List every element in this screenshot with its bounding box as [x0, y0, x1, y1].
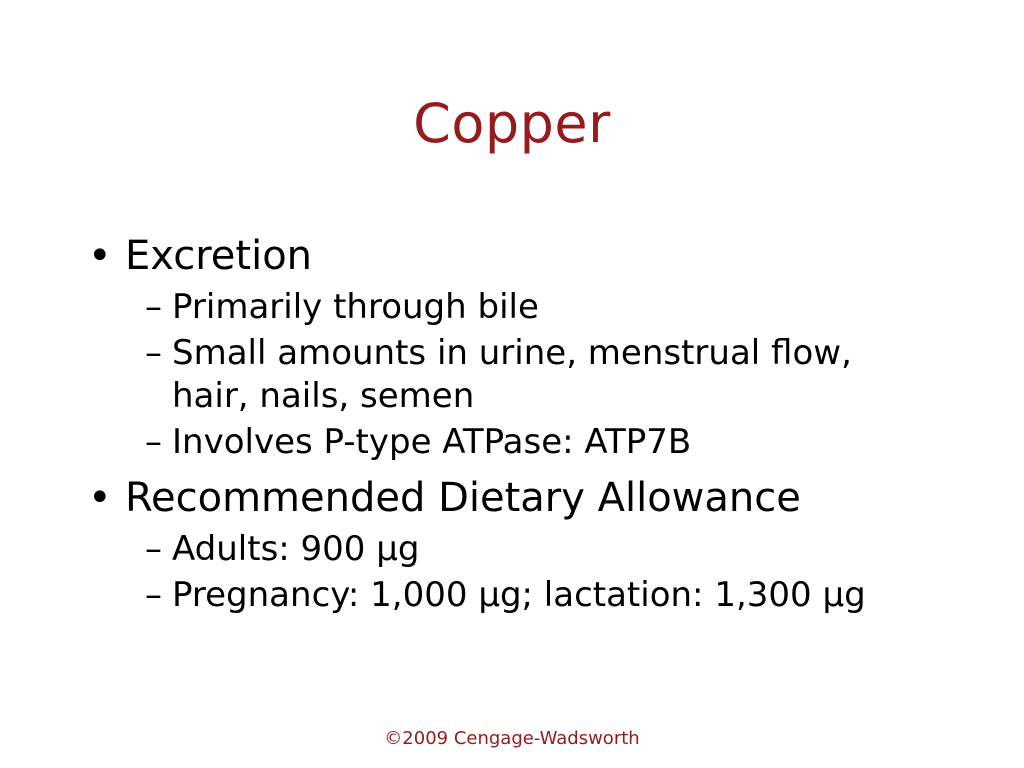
bullet-dot-icon: •: [88, 233, 112, 279]
sub-bullet-item: – Pregnancy: 1,000 µg; lactation: 1,300 …: [145, 574, 958, 617]
bullet-dot-icon: •: [88, 475, 112, 521]
sub-bullet-text: Primarily through bile: [172, 287, 539, 327]
dash-marker-icon: –: [145, 529, 162, 569]
dash-marker-icon: –: [145, 333, 162, 373]
bullet-text: Excretion: [125, 233, 313, 279]
bullet-text: Recommended Dietary Allowance: [125, 475, 801, 521]
dash-marker-icon: –: [145, 575, 162, 615]
sub-bullet-item: – Primarily through bile: [145, 286, 958, 329]
dash-marker-icon: –: [145, 422, 162, 462]
slide-title: Copper: [413, 92, 611, 155]
sub-bullet-item: – Adults: 900 µg: [145, 528, 958, 571]
copyright-footer: ©2009 Cengage-Wadsworth: [384, 728, 640, 749]
slide-body: • Excretion – Primarily through bile – S…: [88, 229, 958, 620]
dash-marker-icon: –: [145, 287, 162, 327]
sub-bullet-item: – Involves P-type ATPase: ATP7B: [145, 421, 958, 464]
sub-bullet-text: Involves P-type ATPase: ATP7B: [172, 422, 692, 462]
sub-bullet-text: Pregnancy: 1,000 µg; lactation: 1,300 µg: [172, 575, 866, 615]
sub-bullet-item: – Small amounts in urine, menstrual flow…: [145, 332, 958, 418]
sub-bullet-text: Small amounts in urine, menstrual flow, …: [172, 333, 852, 416]
bullet-item-excretion: • Excretion: [88, 229, 958, 283]
bullet-item-rda: • Recommended Dietary Allowance: [88, 471, 958, 525]
sub-bullet-text: Adults: 900 µg: [172, 529, 420, 569]
